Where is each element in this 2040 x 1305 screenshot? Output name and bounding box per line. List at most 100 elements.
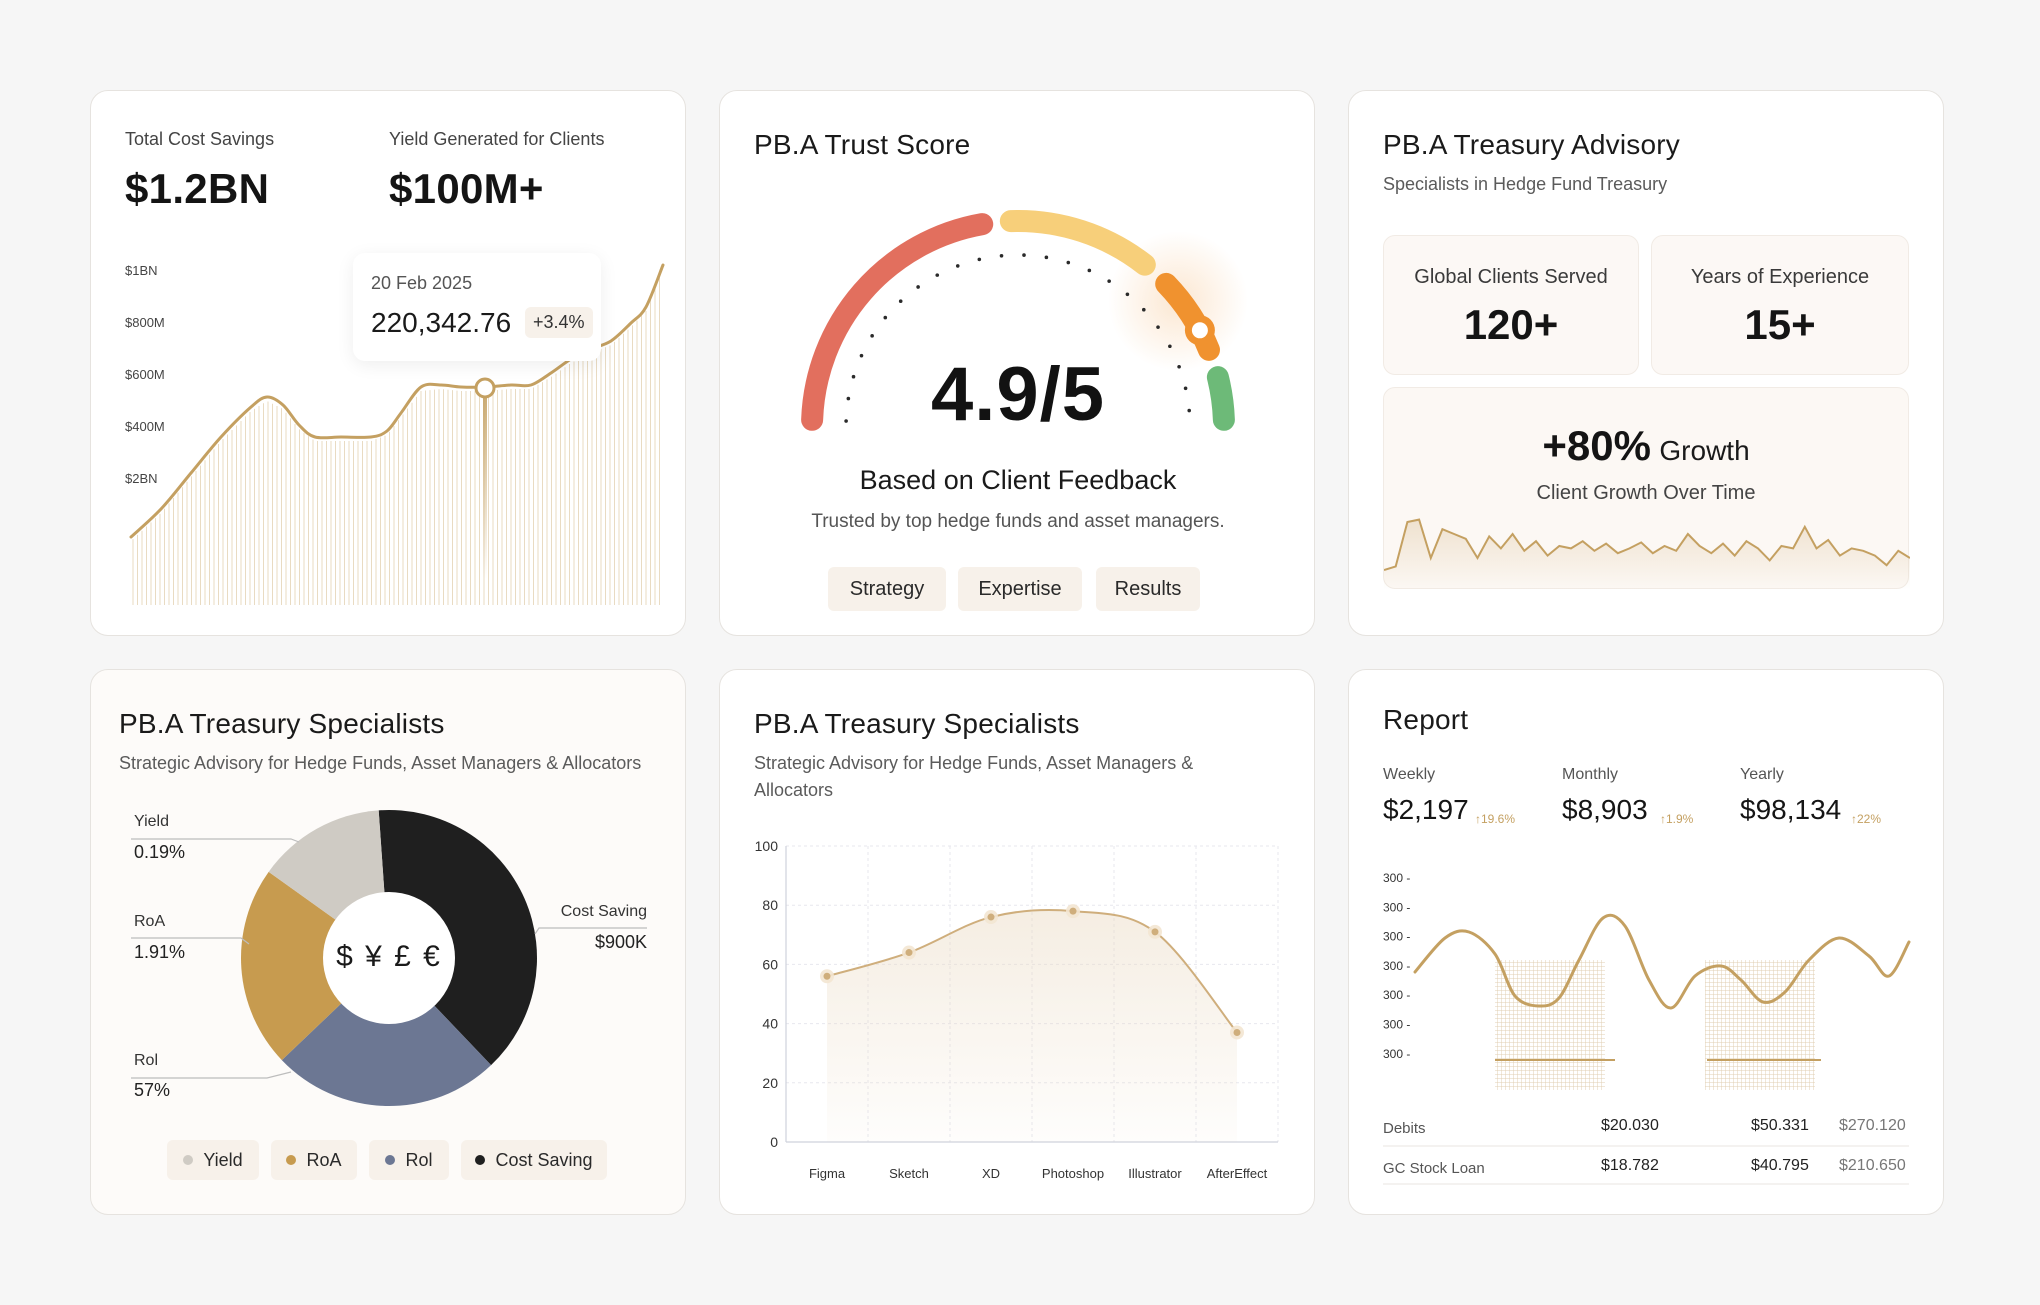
trust-score-value: 4.9/5	[930, 352, 1106, 437]
tag-results[interactable]: Results	[1096, 567, 1200, 611]
cost-savings-y-tick: $800M	[125, 315, 165, 330]
legend-yield[interactable]: Yield	[167, 1140, 259, 1180]
years-experience-stat: Years of Experience 15+	[1651, 235, 1909, 375]
row-debits-c3: $270.120	[1839, 1117, 1906, 1134]
gauge-dot	[1156, 325, 1160, 329]
gauge-dot	[999, 253, 1004, 258]
report-wave-chart: 300 - 300 - 300 - 300 - 300 - 300 - 300 -	[1383, 871, 1911, 1185]
client-growth-panel: +80% Growth Client Growth Over Time	[1383, 387, 1910, 590]
chart-tooltip: 20 Feb 2025 220,342.76 +3.4%	[353, 253, 601, 361]
row-debits-c2: $50.331	[1751, 1117, 1809, 1134]
software-x-tick: XD	[982, 1166, 1000, 1181]
line-card-title: PB.A Treasury Specialists	[754, 708, 1080, 739]
legend-yield-dot	[183, 1155, 194, 1165]
years-experience-label: Years of Experience	[1690, 266, 1870, 288]
cost-savings-chart: $1BN $800M $600M $400M $2BN	[125, 263, 665, 605]
years-experience-value: 15+	[1744, 301, 1816, 348]
sparkline-area	[1384, 519, 1910, 590]
donut-card-title: PB.A Treasury Specialists	[119, 708, 445, 739]
gauge-dot	[844, 419, 848, 423]
software-line-chart: 0 20 40 60 80 100 Figma Sketch XD Photoshop Illus…	[755, 838, 1279, 1181]
tooltip-date: 20 Feb 2025	[371, 273, 473, 293]
total-cost-savings-label: Total Cost Savings	[125, 129, 275, 149]
report-y-tick: 300 -	[1383, 900, 1410, 914]
callout-yield-value: 0.19%	[134, 842, 186, 862]
trust-gauge-chart	[801, 210, 1248, 431]
gauge-dot	[1022, 253, 1026, 257]
client-growth-sparkline	[1384, 518, 1910, 590]
report-weekly-change: ↑19.6%	[1475, 812, 1516, 826]
software-x-tick: AfterEffect	[1207, 1166, 1268, 1181]
trust-score-title: PB.A Trust Score	[754, 129, 971, 160]
highlight-band-1	[1495, 960, 1605, 1090]
gauge-dot	[1044, 255, 1049, 260]
callout-roa-name: RoA	[134, 913, 166, 930]
legend-yield-label: Yield	[203, 1149, 243, 1170]
gauge-dot	[851, 374, 856, 379]
tooltip-change: +3.4%	[525, 307, 593, 338]
cost-savings-card: Total Cost Savings $1.2BN Yield Generate…	[90, 90, 686, 636]
gauge-dot	[935, 273, 940, 277]
total-cost-savings-value: $1.2BN	[125, 165, 270, 212]
gauge-dot	[883, 315, 888, 320]
software-point	[823, 972, 831, 980]
report-monthly-change: ↑1.9%	[1660, 812, 1694, 826]
gauge-segment-red	[801, 213, 994, 431]
donut-slice-roa	[241, 871, 389, 1061]
report-y-tick: 300 -	[1383, 1047, 1410, 1061]
row-gc-stock-loan-c1: $18.782	[1601, 1157, 1659, 1174]
legend-roa[interactable]: RoA	[271, 1140, 357, 1180]
treasury-advisory-title: PB.A Treasury Advisory	[1383, 129, 1680, 160]
gauge-needle-knob-center	[1191, 322, 1208, 339]
software-point	[905, 949, 913, 957]
global-clients-label: Global Clients Served	[1414, 266, 1608, 288]
gauge-segment-yellow	[999, 210, 1156, 276]
callout-roa-value: 1.91%	[134, 942, 186, 962]
report-wave-line	[1413, 913, 1911, 1010]
software-point	[1069, 907, 1077, 915]
legend-cost-saving-label: Cost Saving	[495, 1149, 593, 1170]
cost-savings-y-tick: $400M	[125, 419, 165, 434]
report-y-tick: 300 -	[1383, 1018, 1410, 1032]
growth-heading: +80% Growth	[1384, 422, 1908, 470]
treasury-specialists-donut-card: PB.A Treasury Specialists Strategic Advi…	[90, 669, 686, 1215]
trust-score-heading: Based on Client Feedback	[859, 465, 1177, 495]
legend-rol[interactable]: Rol	[369, 1140, 449, 1180]
report-y-tick: 300 -	[1383, 930, 1410, 944]
tag-expertise[interactable]: Expertise	[958, 567, 1082, 611]
trust-score-subtext: Trusted by top hedge funds and asset man…	[811, 511, 1225, 532]
gauge-dot	[898, 299, 903, 304]
report-weekly-label: Weekly	[1383, 766, 1436, 783]
cost-savings-y-tick: $600M	[125, 367, 165, 382]
tooltip-value: 220,342.76	[371, 307, 512, 338]
software-y-tick: 100	[755, 838, 779, 854]
report-title: Report	[1383, 704, 1469, 735]
callout-yield-name: Yield	[134, 813, 169, 830]
software-line-area	[827, 910, 1237, 1142]
donut-card-subtitle: Strategic Advisory for Hedge Funds, Asse…	[119, 753, 642, 773]
report-yearly-label: Yearly	[1740, 766, 1784, 783]
gauge-dot	[859, 353, 864, 358]
growth-word: Growth	[1659, 435, 1750, 466]
row-debits-c1: $20.030	[1601, 1117, 1659, 1134]
legend-cost-saving[interactable]: Cost Saving	[461, 1140, 607, 1180]
report-weekly-value: $2,197	[1383, 794, 1469, 825]
report-monthly-label: Monthly	[1562, 766, 1619, 783]
software-y-tick: 60	[762, 956, 778, 972]
gauge-segment-green	[1206, 366, 1235, 431]
treasury-advisory-card: PB.A Treasury Advisory Specialists in He…	[1348, 90, 1944, 636]
growth-value: +80%	[1542, 422, 1651, 469]
gauge-dot	[1187, 408, 1192, 413]
gauge-dot	[955, 264, 960, 268]
row-gc-stock-loan-c3: $210.650	[1839, 1157, 1906, 1174]
cost-savings-y-tick: $2BN	[125, 471, 158, 486]
gauge-dot	[1183, 386, 1188, 391]
software-x-tick: Illustrator	[1128, 1166, 1182, 1181]
report-yearly-value: $98,134	[1740, 794, 1842, 825]
report-yearly-change: ↑22%	[1851, 812, 1882, 826]
gauge-dot	[1087, 268, 1092, 273]
row-debits-name: Debits	[1383, 1120, 1426, 1137]
tag-strategy[interactable]: Strategy	[828, 567, 946, 611]
global-clients-value: 120+	[1463, 301, 1559, 348]
report-y-tick: 300 -	[1383, 959, 1410, 973]
